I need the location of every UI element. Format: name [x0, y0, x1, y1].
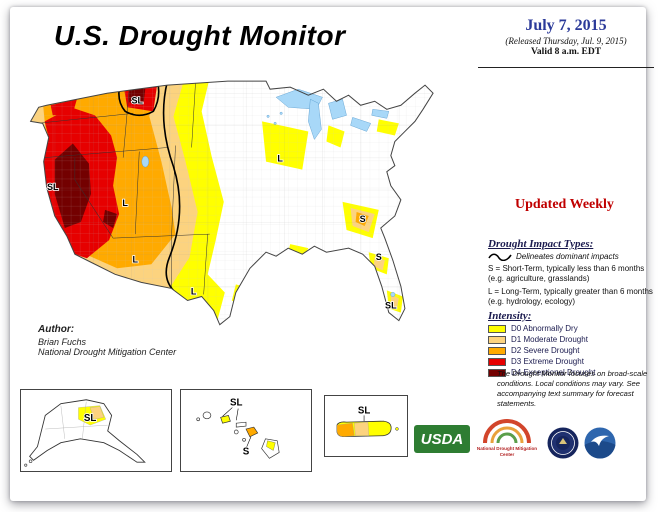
us-outline — [29, 80, 434, 326]
impact-label-l: L — [122, 198, 128, 208]
header-divider — [478, 67, 654, 68]
impact-types-heading: Drought Impact Types: — [488, 238, 594, 250]
impact-label-l: L — [191, 286, 197, 296]
puerto-rico-inset: SL — [324, 395, 408, 457]
legend-label-d0: D0 Abnormally Dry — [511, 324, 578, 333]
author-label: Author: — [38, 324, 75, 335]
legend-row-d0: D0 Abnormally Dry — [488, 324, 659, 333]
author-name: Brian Fuchs — [38, 337, 87, 347]
short-term-definition: S = Short-Term, typically less than 6 mo… — [488, 264, 645, 283]
legend-label-d1: D1 Moderate Drought — [511, 335, 588, 344]
impact-label-sl: SL — [131, 95, 143, 105]
legend-label-d3: D3 Extreme Drought — [511, 357, 584, 366]
map-date: July 7, 2015 — [525, 17, 607, 34]
noaa-logo — [584, 427, 616, 459]
impact-label-l: L — [132, 254, 138, 264]
legend-swatch-d1 — [488, 335, 506, 344]
legend-row-d3: D3 Extreme Drought — [488, 357, 659, 366]
report-page: U.S. Drought Monitor July 7, 2015 (Relea… — [10, 7, 654, 501]
ndmc-logo: National Drought Mitigation Center — [473, 419, 541, 465]
ndmc-logo-text: National Drought Mitigation Center — [476, 446, 538, 457]
legend-row-d4: D4 Exceptional Drought — [488, 368, 659, 377]
impact-label-s: S — [243, 446, 250, 457]
map-impact-labels: SL SL L L L L S S SL — [46, 94, 398, 311]
hawaii-impact-labels: SL S — [229, 397, 250, 458]
legend-label-d4: D4 Exceptional Drought — [511, 368, 596, 377]
released-date: (Released Thursday, Jul. 9, 2015) — [505, 36, 627, 46]
delineates-text: Delineates dominant impacts — [516, 252, 619, 261]
intensity-heading: Intensity: — [488, 310, 532, 322]
hawaii-inset: SL S — [180, 389, 312, 472]
long-term-definition: L = Long-Term, typically greater than 6 … — [488, 287, 653, 306]
impact-label-s: S — [376, 252, 382, 262]
legend-swatch-d3 — [488, 357, 506, 366]
impact-label-sl: SL — [230, 398, 243, 409]
impact-label-sl: SL — [358, 405, 370, 416]
alaska-inset: SL — [20, 389, 172, 472]
date-block: July 7, 2015 (Released Thursday, Jul. 9,… — [478, 17, 654, 57]
legend-swatch-d2 — [488, 346, 506, 355]
intensity-legend: Intensity: D0 Abnormally Dry D1 Moderate … — [488, 310, 659, 377]
disclaimer-text: The Drought Monitor focuses on broad-sca… — [497, 369, 648, 408]
updated-weekly-note: Updated Weekly — [515, 197, 614, 212]
impact-delineation-lines — [118, 81, 181, 291]
commerce-seal-logo — [547, 427, 579, 459]
label-leader-lines — [222, 407, 252, 449]
impact-label-sl: SL — [385, 301, 397, 311]
legend-swatch-d0 — [488, 324, 506, 333]
squiggle-line-icon — [488, 253, 512, 261]
author-block: Author: Brian Fuchs National Drought Mit… — [38, 324, 176, 357]
legend-swatch-d4 — [488, 368, 506, 377]
ndmc-arcs-icon — [483, 419, 531, 444]
puerto-rico-impact-labels: SL — [357, 405, 371, 418]
page-title: U.S. Drought Monitor — [54, 20, 346, 51]
impact-label-sl: SL — [47, 182, 59, 192]
usda-logo: USDA — [414, 425, 470, 453]
author-organization: National Drought Mitigation Center — [38, 347, 177, 357]
legend-row-d1: D1 Moderate Drought — [488, 335, 659, 344]
impact-types-block: Drought Impact Types: Delineates dominan… — [488, 238, 659, 307]
legend-row-d2: D2 Severe Drought — [488, 346, 659, 355]
valid-time: Valid 8 a.m. EDT — [530, 47, 602, 57]
impact-label-s: S — [360, 214, 366, 224]
legend-label-d2: D2 Severe Drought — [511, 346, 580, 355]
alaska-outline — [29, 399, 146, 463]
impact-label-l: L — [277, 154, 283, 164]
alaska-impact-labels: SL — [83, 412, 97, 425]
impact-label-sl: SL — [84, 413, 97, 424]
hawaii-islands — [196, 411, 280, 459]
us-drought-map: SL SL L L L L S S SL — [29, 80, 434, 326]
intensity-rows: D0 Abnormally Dry D1 Moderate Drought D2 S… — [488, 324, 659, 377]
state-borders — [36, 81, 210, 295]
